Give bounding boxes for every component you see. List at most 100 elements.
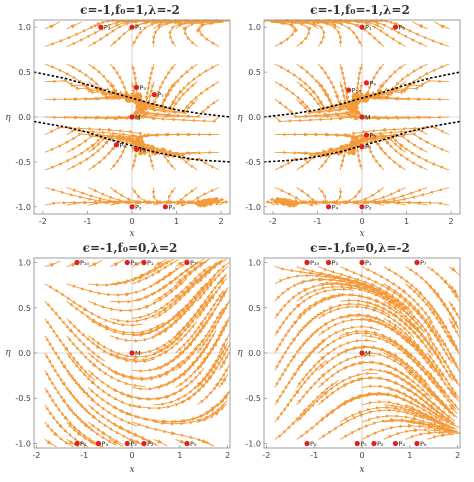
critical-point-label: P₁₀ [352, 87, 362, 95]
critical-point [363, 80, 370, 86]
stream-arrow [125, 292, 131, 297]
stream-arrow [451, 306, 456, 313]
stream-arrow [439, 413, 446, 418]
critical-point-label: P₃ [104, 24, 111, 32]
stream-arrow [135, 262, 141, 267]
y-tick-label: -0.5 [15, 158, 31, 167]
stream-arrow [144, 305, 151, 310]
critical-point-label: P₅ [360, 440, 367, 448]
streamline [274, 287, 355, 336]
stream-arrow [221, 376, 227, 383]
panel-3-y-ticks: -1.0 -0.5 0.0 0.5 1.0 [15, 259, 37, 448]
critical-point [371, 440, 377, 447]
panel-3-x-ticks: -2 -1 0 1 2 [32, 445, 230, 460]
stream-arrow [208, 281, 213, 287]
streamline [88, 404, 157, 446]
streamline [296, 392, 388, 440]
critical-point [129, 114, 135, 120]
critical-point-label: P₅ [130, 440, 137, 448]
stream-arrow [82, 307, 89, 312]
streamline [405, 266, 459, 328]
y-tick-label: 0.0 [248, 113, 261, 122]
critical-point-label: P₇ [365, 143, 372, 151]
stream-arrow [195, 27, 201, 33]
stream-arrow [451, 324, 456, 330]
panel-4-x-ticks: -2 -1 0 1 2 [262, 445, 460, 460]
streamline [137, 141, 198, 171]
stream-arrow [221, 307, 226, 313]
critical-point [129, 204, 135, 210]
stream-arrow [450, 267, 456, 272]
critical-point [124, 259, 130, 266]
panel-1-separatrices [33, 71, 231, 163]
critical-point [133, 84, 140, 90]
critical-point [95, 440, 102, 447]
stream-arrow [170, 431, 177, 435]
stream-arrow [144, 95, 149, 102]
stream-arrow [345, 95, 350, 102]
stream-arrow [133, 432, 139, 437]
streamline [318, 360, 413, 388]
panel-2-points: P₁ P₃ P₉ P₁₀ M P₅ P₇ P₄ P₂ [325, 24, 405, 211]
streamline [153, 329, 217, 388]
panel-1-title: ϵ=-1,f₀=1,λ=-2 [80, 3, 180, 17]
streamline [197, 403, 228, 423]
x-tick-label: 2 [449, 217, 454, 226]
critical-point-label: M [365, 350, 371, 358]
streamline [318, 376, 415, 406]
streamline [44, 283, 143, 328]
x-tick-label: 1 [174, 217, 179, 226]
stream-arrow [164, 371, 170, 377]
stream-arrow [442, 359, 447, 365]
streamline [361, 317, 436, 373]
streamline [274, 63, 356, 109]
stream-arrow [100, 430, 107, 436]
critical-point [392, 24, 399, 30]
critical-point-label: P₉ [190, 440, 197, 448]
stream-arrow [179, 439, 185, 444]
critical-point [304, 440, 310, 447]
panel-3-title: ϵ=-1,f₀=0,λ=2 [83, 241, 178, 255]
critical-point-label: M [365, 114, 371, 122]
critical-point-label: P₁₀ [80, 259, 90, 267]
stream-arrow [199, 261, 205, 267]
stream-arrow [443, 279, 448, 285]
separatrix-2 [33, 120, 231, 163]
critical-point-label: P₁ [135, 24, 142, 32]
stream-arrow [451, 341, 456, 347]
stream-arrow [178, 89, 183, 95]
streamline [427, 421, 452, 431]
streamline [274, 359, 327, 423]
x-tick-label: 1 [404, 217, 409, 226]
critical-point-label: P₅ [139, 84, 146, 92]
stream-arrow [452, 392, 457, 399]
panel-3-xlabel: x [129, 465, 134, 475]
stream-arrow [156, 262, 162, 267]
stream-arrow [165, 395, 171, 400]
stream-arrow [451, 358, 456, 364]
streamline [296, 371, 378, 423]
stream-arrow [92, 262, 98, 267]
critical-point-label: P₈ [420, 440, 427, 448]
stream-arrow [381, 199, 387, 204]
y-tick-label: 0.0 [248, 349, 261, 358]
stream-arrow [427, 430, 433, 435]
critical-point-label: P₄ [168, 203, 175, 211]
critical-point-label: P₂ [135, 203, 142, 211]
streamline [66, 19, 191, 47]
y-tick-label: -0.5 [15, 394, 31, 403]
panel-2-streams [264, 18, 460, 214]
panel-4-xlabel: x [359, 465, 364, 475]
y-tick-label: 0.0 [18, 113, 31, 122]
critical-point [304, 259, 310, 266]
stream-arrow [393, 380, 400, 385]
y-tick-label: 0.5 [18, 68, 31, 77]
stream-arrow [113, 262, 120, 267]
critical-point-label: P₉ [310, 440, 317, 448]
critical-point-label: P₂ [377, 440, 384, 448]
stream-arrow [417, 24, 424, 29]
critical-point-label: P₄ [332, 203, 339, 211]
critical-point [354, 440, 360, 447]
critical-point-label: P₈ [139, 146, 146, 154]
x-tick-label: 1 [407, 451, 412, 460]
